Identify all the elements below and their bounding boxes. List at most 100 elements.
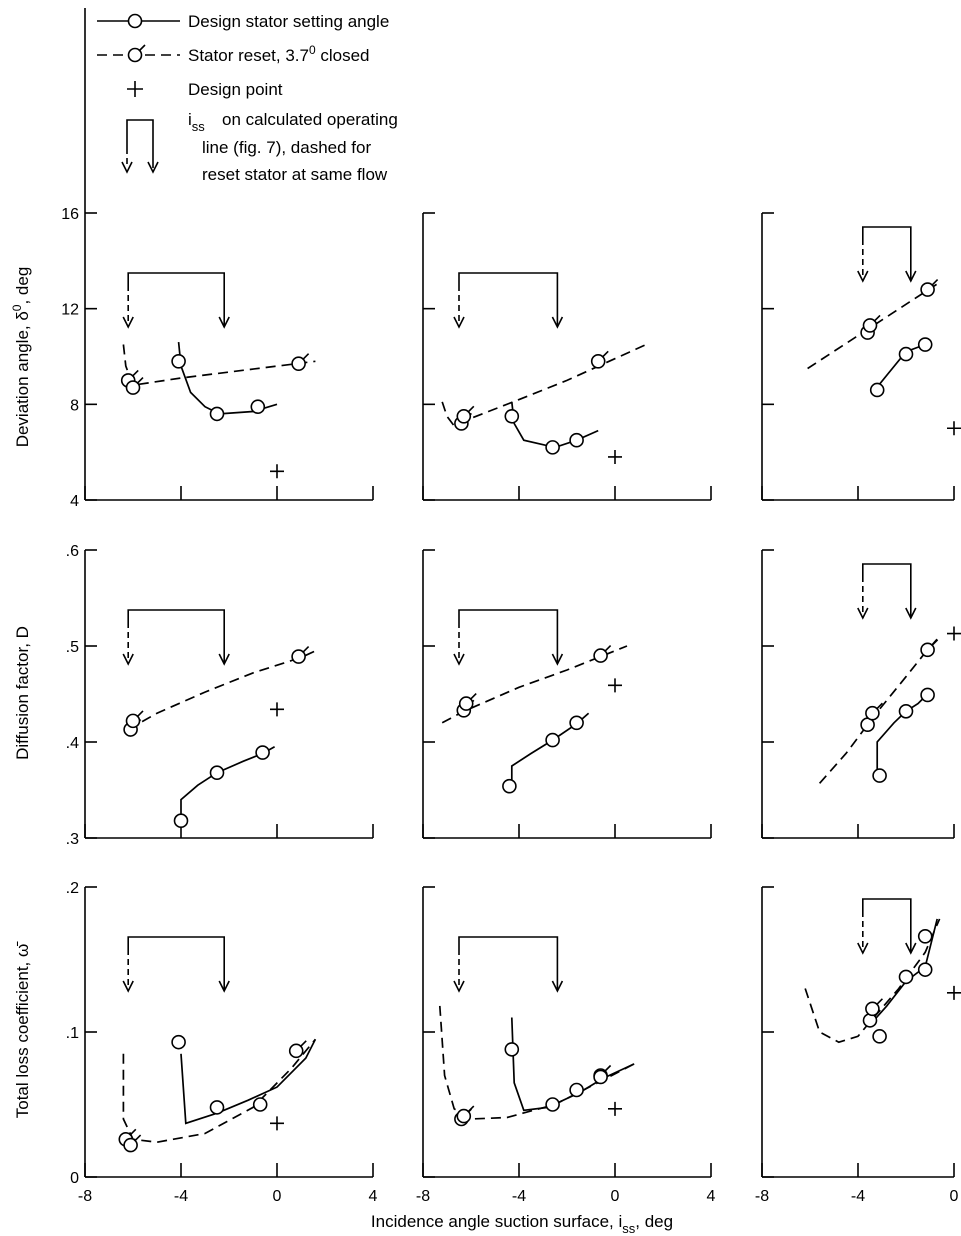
panel-frame-r0-c1 — [423, 213, 711, 500]
panel-data-r2-c1 — [440, 937, 634, 1126]
y-tick-label: 8 — [70, 397, 79, 414]
iss-arrowheads — [454, 317, 562, 327]
reset-point-flag — [300, 1041, 306, 1047]
reset-point-flag — [137, 711, 143, 717]
iss-bracket — [123, 610, 229, 664]
y-tick-label: 0 — [70, 1170, 79, 1187]
x-tick-label: -4 — [851, 1188, 865, 1205]
legend-reset-main: Stator reset, 3.7 — [188, 46, 309, 65]
y-tick-label: .1 — [66, 1025, 79, 1042]
design-point-marker — [921, 688, 934, 701]
y-tick-label: 16 — [61, 206, 79, 223]
reset-point-flag — [876, 999, 882, 1005]
iss-bracket-solid — [863, 899, 911, 953]
design-point-marker — [254, 1098, 267, 1111]
design-point-marker — [546, 1098, 559, 1111]
iss-bracket-solid — [128, 937, 224, 991]
design-point-marker — [570, 434, 583, 447]
legend-reset-tail: closed — [316, 46, 370, 65]
design-point-marker — [211, 1101, 224, 1114]
reset-point-flag — [470, 694, 476, 700]
design-point-plus — [270, 702, 284, 716]
y-tick-label: .3 — [66, 831, 79, 848]
design-point-marker — [503, 780, 516, 793]
iss-arrowheads — [858, 271, 916, 281]
ylabel-deviation: Deviation angle, δ0, deg — [10, 267, 32, 448]
iss-bracket — [454, 937, 562, 991]
y-tick-label: .5 — [66, 639, 79, 656]
x-tick-label: 4 — [707, 1188, 716, 1205]
legend-reset-flag — [139, 45, 145, 51]
design-point-marker — [900, 970, 913, 983]
design-series-line — [512, 1018, 634, 1111]
design-point-marker — [570, 1084, 583, 1097]
reset-point-flag — [135, 1135, 141, 1141]
ylabel-diffusion: Diffusion factor, D — [13, 626, 32, 760]
iss-arrowheads — [858, 943, 916, 953]
iss-arrowheads — [123, 654, 229, 664]
panel-frames: 4 8 12 16 .3 .4 .5 .6 0 .1 .2 -8 -4 0 4 -8 -4 0 4 -8 -4 0 — [61, 8, 958, 1205]
panel-frame-r2-c1: -8 -4 0 4 — [416, 887, 716, 1205]
iss-bracket — [123, 273, 229, 327]
design-point-plus — [608, 1102, 622, 1116]
design-point-marker — [919, 338, 932, 351]
reset-point-flag — [602, 351, 608, 357]
design-point-plus — [947, 986, 961, 1000]
iss-arrowheads — [454, 654, 562, 664]
reset-series-line — [123, 1039, 315, 1142]
legend-design-point-label: Design point — [188, 80, 283, 99]
legend-design-marker — [129, 15, 142, 28]
reset-point-flag — [605, 1066, 611, 1072]
iss-bracket-solid — [863, 564, 911, 618]
iss-bracket — [454, 273, 562, 327]
x-tick-label: 0 — [611, 1188, 620, 1205]
design-point-marker — [873, 769, 886, 782]
iss-bracket — [858, 899, 916, 953]
panel-frame-r1-c0: .3.4.5.6 — [66, 543, 373, 848]
panel-data-r0-c0 — [122, 273, 316, 478]
x-tick-label: -8 — [755, 1188, 769, 1205]
panel-data-r0-c1 — [442, 273, 646, 464]
data-curves — [119, 227, 961, 1152]
design-point-plus — [608, 678, 622, 692]
panel-data-r2-c2 — [805, 899, 961, 1043]
iss-bracket-solid — [863, 227, 911, 281]
iss-bracket-solid — [459, 273, 557, 327]
panel-frame-r2-c0: 0.1.2-8 -4 0 4 — [66, 880, 378, 1205]
design-point-marker — [546, 441, 559, 454]
iss-bracket — [454, 610, 562, 664]
ylabel-deviation-tail: , deg — [13, 267, 32, 305]
legend: Design stator setting angle Stator reset… — [97, 12, 398, 184]
x-tick-label: 4 — [369, 1188, 378, 1205]
xlabel: Incidence angle suction surface, iss, de… — [371, 1212, 673, 1236]
panel-data-r0-c2 — [808, 227, 961, 435]
x-tick-label: -8 — [416, 1188, 430, 1205]
design-point-marker — [873, 1030, 886, 1043]
x-tick-label: 0 — [950, 1188, 959, 1205]
legend-iss-symbol: iss — [188, 110, 205, 134]
ylabel-loss: Total loss coefficient, ω̄ — [13, 941, 32, 1119]
panel-data-r1-c2 — [820, 564, 961, 783]
legend-reset-label: Stator reset, 3.70 closed — [188, 43, 370, 65]
iss-arrowheads — [454, 981, 562, 991]
iss-bracket — [123, 937, 229, 991]
design-point-marker — [900, 705, 913, 718]
legend-iss-line1: on calculated operating — [222, 110, 398, 129]
design-point-marker — [251, 400, 264, 413]
design-point-marker — [505, 410, 518, 423]
iss-arrowheads — [123, 317, 229, 327]
design-point-marker — [211, 766, 224, 779]
reset-series-line — [440, 1006, 634, 1119]
panel-data-r2-c0 — [119, 937, 315, 1152]
iss-arrowheads — [123, 981, 229, 991]
iss-bracket-solid — [459, 610, 557, 664]
design-point-marker — [900, 348, 913, 361]
design-point-plus — [947, 627, 961, 641]
y-tick-label: .6 — [66, 543, 79, 560]
reset-point-flag — [137, 378, 143, 384]
legend-iss-line3: reset stator at same flow — [202, 165, 388, 184]
design-point-marker — [172, 355, 185, 368]
iss-bracket-solid — [128, 273, 224, 327]
reset-point-flag — [468, 1106, 474, 1112]
